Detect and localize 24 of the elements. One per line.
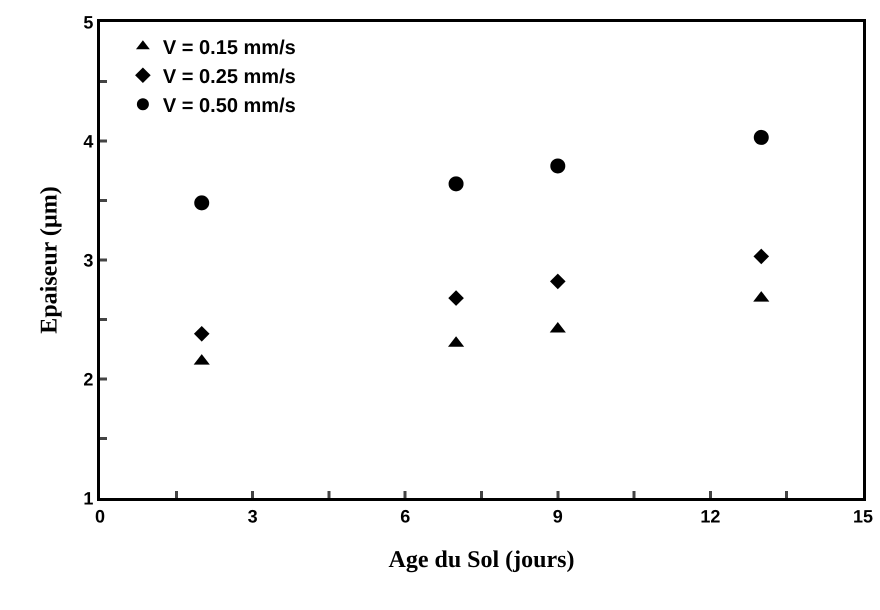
x-tick-label: 6 <box>400 506 410 527</box>
point <box>550 274 566 290</box>
y-tick-label: 3 <box>83 250 94 270</box>
point <box>550 158 566 174</box>
legend-label: V = 0.50 mm/s <box>162 95 296 118</box>
y-tick-label: 5 <box>83 12 94 32</box>
y-tick-label: 1 <box>83 488 94 508</box>
y-axis-title: Epaiseur (µm) <box>36 186 62 334</box>
point <box>448 176 464 192</box>
x-tick-label: 3 <box>248 506 258 527</box>
x-axis-title: Age du Sol (jours) <box>388 546 575 573</box>
x-tick-label: 12 <box>700 506 720 527</box>
y-tick-label: 4 <box>83 131 94 152</box>
point <box>754 130 769 145</box>
legend-label: V = 0.15 mm/s <box>162 37 296 60</box>
point <box>448 290 464 306</box>
x-tick-label: 15 <box>852 506 874 527</box>
x-tick-label: 0 <box>94 506 106 527</box>
point <box>194 195 210 210</box>
point <box>194 326 210 342</box>
x-tick-label: 9 <box>552 506 563 527</box>
y-tick-label: 2 <box>83 369 94 390</box>
legend-label: V = 0.25 mm/s <box>162 66 296 88</box>
point <box>753 248 770 264</box>
